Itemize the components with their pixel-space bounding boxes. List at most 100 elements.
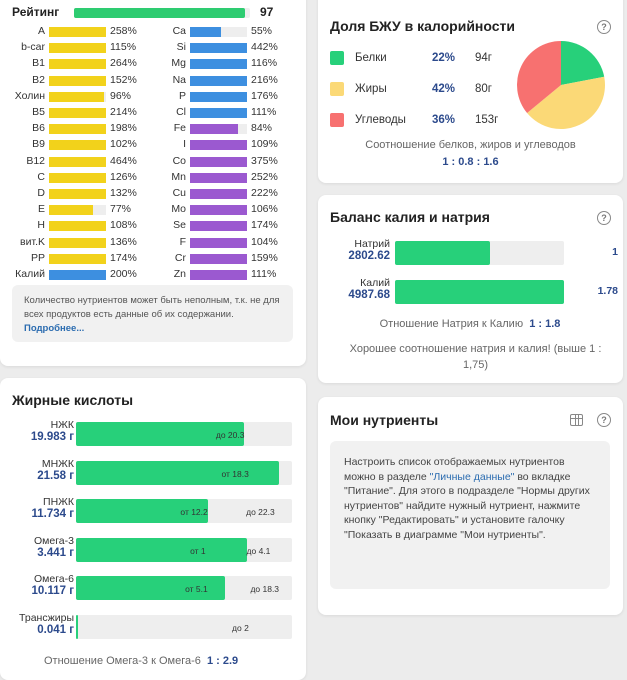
nutrient-bar-fill (190, 91, 247, 102)
nutrient-name: Zn (173, 268, 186, 280)
electrolyte-row: Калий 4987.68 1.78 (330, 277, 618, 307)
nutrient-row: A 258% (38, 25, 149, 39)
nutrient-bar-fill (190, 108, 247, 118)
kna-ratio: Отношение Натрия к Калию 1 : 1.8 (330, 318, 610, 330)
my-nutrients-info: Настроить список отображаемых нутриентов… (330, 441, 610, 589)
nutrient-row: вит.K 136% (20, 235, 149, 250)
macro-share-card: Доля БЖУ в калорийности ? Белки 22% 94г Жир… (318, 0, 623, 183)
fatty-acid-row: Трансжиры 0.041 г до 2 (12, 612, 296, 642)
nutrient-bar-fill (190, 189, 247, 199)
fatty-acid-row: Омега-6 10.117 г от 5.1 до 18.3 (12, 573, 296, 603)
fatty-acid-bar: от 1 до 4.1 (76, 537, 292, 562)
nutrient-percent: 126% (110, 170, 137, 183)
fatty-acid-bar: от 18.3 (76, 460, 292, 485)
nutrient-bar (190, 91, 247, 102)
fatty-acid-value: 19.983 г (30, 431, 74, 443)
fatty-acid-bar: от 12.2 до 22.3 (76, 499, 292, 523)
nutrient-bar-fill (49, 237, 106, 248)
nutrient-bar-fill (190, 75, 247, 86)
norm-marker: от 1 (190, 545, 206, 556)
question-circle-icon[interactable]: ? (597, 413, 611, 427)
nutrient-bar (190, 108, 247, 118)
nutrient-bar-fill (190, 253, 247, 264)
nutrient-name: I (183, 138, 186, 151)
more-link[interactable]: Подробнее... (24, 323, 85, 334)
nutrient-row: P 176% (179, 90, 290, 104)
kna-ratio-value: 1 : 1.8 (529, 318, 561, 330)
pie-slice (517, 41, 561, 114)
nutrient-name: Na (172, 73, 186, 86)
macro-grams: 80г (475, 83, 492, 95)
nutrient-bar (49, 221, 106, 232)
macro-name: Жиры (355, 83, 387, 95)
electrolyte-ratio: 1.78 (597, 285, 618, 297)
nutrient-row: C 126% (37, 170, 149, 185)
nutrient-bar-fill (190, 27, 222, 37)
electrolyte-name: Калий (360, 277, 390, 289)
nutrient-percent: 159% (251, 251, 278, 264)
nutrient-percent: 264% (110, 57, 137, 70)
nutrient-percent: 102% (110, 138, 137, 151)
nutrient-name: B5 (32, 106, 45, 118)
nutrient-bar (49, 43, 106, 54)
norm-marker: до 4.1 (246, 545, 271, 556)
nutrient-percent: 96% (110, 89, 132, 102)
nutrient-percent: 200% (110, 268, 137, 280)
nutrient-bar (190, 140, 247, 151)
nutrient-bar (190, 27, 247, 37)
fatty-acid-bar-fill (76, 460, 280, 485)
nutrient-name: Si (176, 41, 186, 54)
fatty-acid-name: Омега-3 (33, 534, 74, 547)
fatty-acid-bar-fill (76, 537, 247, 562)
info-text-2: во вкладке "Питание". Для этого в подраз… (344, 470, 590, 541)
nutrient-name: B12 (26, 154, 45, 167)
nutrient-percent: 111% (251, 268, 277, 280)
rating-label: Рейтинг (12, 5, 60, 19)
fatty-acids-title: Жирные кислоты (12, 392, 134, 408)
nutrient-bar-fill (190, 205, 247, 216)
nutrient-bar-fill (190, 237, 247, 248)
nutrient-name: F (179, 235, 186, 248)
nutrient-percent: 132% (110, 187, 137, 199)
rating-row: Рейтинг 97 (12, 5, 302, 21)
nutrient-bar-fill (49, 140, 106, 151)
table-icon[interactable] (570, 414, 583, 426)
norm-marker: от 12.2 (180, 507, 208, 517)
nutrient-name: PP (30, 251, 45, 264)
macro-ratio-value: 1 : 0.8 : 1.6 (348, 156, 593, 168)
macro-percent: 22% (432, 52, 456, 64)
nutrient-row: B12 464% (26, 155, 149, 169)
macro-legend-row: Жиры 42% 80г (330, 82, 510, 100)
note-text: Количество нутриентов может быть неполны… (24, 295, 280, 320)
electrolyte-bar (395, 241, 564, 265)
nutrient-percent: 442% (251, 41, 278, 54)
nutrient-name: Co (172, 154, 186, 167)
fatty-acid-name: Омега-6 (33, 573, 74, 585)
nutrient-percent: 258% (110, 25, 137, 37)
fatty-acid-value: 21.58 г (37, 469, 74, 482)
macro-title: Доля БЖУ в калорийности (330, 18, 516, 34)
nutrient-bar (190, 237, 247, 248)
nutrient-bar (49, 27, 106, 37)
nutrient-percent: 55% (251, 25, 273, 37)
nutrient-bar-fill (190, 124, 238, 135)
nutrient-row: I 109% (183, 138, 290, 152)
nutrient-bar-fill (49, 43, 106, 54)
nutrient-percent: 152% (110, 73, 137, 86)
fatty-acid-value: 10.117 г (31, 585, 74, 597)
nutrient-percent: 136% (110, 235, 137, 248)
nutrient-row: B9 102% (32, 138, 149, 152)
nutrient-bar-fill (49, 205, 93, 216)
personal-data-link[interactable]: "Личные данные" (429, 470, 515, 483)
nutrient-row: Co 375% (173, 155, 290, 169)
nutrient-bar-fill (49, 75, 106, 86)
nutrient-row: F 104% (180, 236, 290, 250)
question-circle-icon[interactable]: ? (597, 20, 611, 34)
nutrient-name: Mg (171, 57, 186, 70)
macro-percent: 42% (432, 83, 456, 95)
nutrient-row: Mo 106% (171, 203, 290, 217)
rating-bar-fill (74, 8, 245, 18)
nutrient-bar (49, 172, 106, 183)
fatty-acid-row: НЖК 19.983 г до 20.3 (12, 419, 296, 449)
question-circle-icon[interactable]: ? (597, 211, 611, 225)
